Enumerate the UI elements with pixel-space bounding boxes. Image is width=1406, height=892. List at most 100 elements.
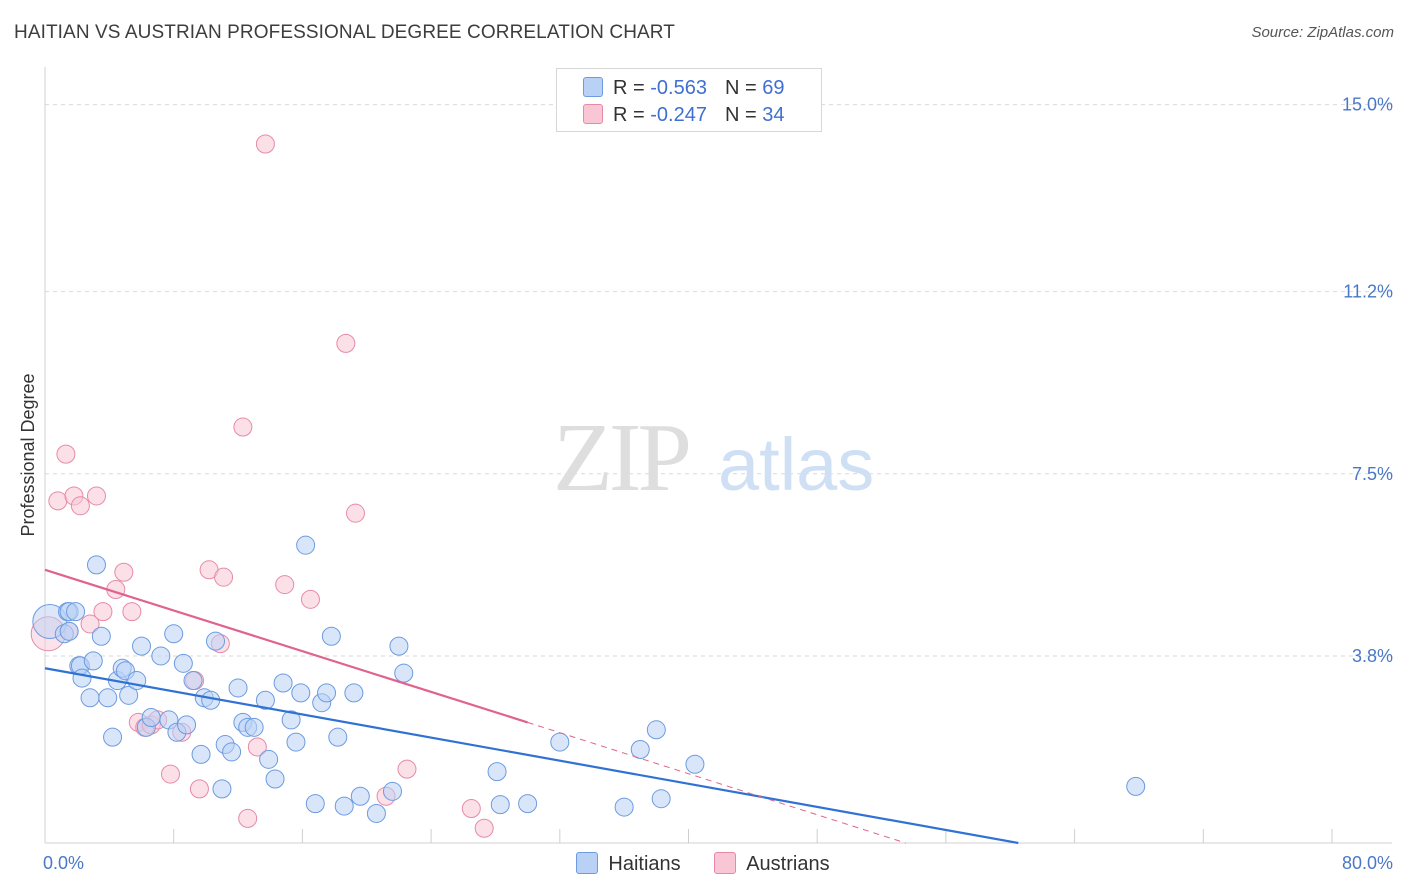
austrians-point <box>345 503 365 523</box>
haitians-point <box>66 602 86 622</box>
austrians-point <box>86 486 106 506</box>
austrians-point <box>48 491 68 511</box>
haitians-point <box>317 683 337 703</box>
series-legend: Haitians Austrians <box>0 852 1406 876</box>
austrians-point <box>233 417 253 437</box>
y-tick-label-2: 11.2% <box>1343 282 1393 302</box>
haitians-point <box>183 671 203 691</box>
legend-item-austrians[interactable]: Austrians <box>714 852 830 876</box>
haitians-point <box>291 683 311 703</box>
austrians-point <box>160 764 180 784</box>
haitians-point <box>305 794 325 814</box>
haitians-point <box>273 673 293 693</box>
haitians-point <box>490 795 510 815</box>
haitians-point <box>321 626 341 646</box>
austrians-legend-label: Austrians <box>746 853 830 875</box>
y-tick-label-3: 15.0% <box>1342 95 1393 115</box>
austrians-point <box>70 496 90 516</box>
haitians-trend-line <box>44 667 1019 845</box>
haitians-legend-swatch <box>576 852 599 874</box>
haitians-point <box>630 739 650 759</box>
haitians-point <box>98 688 118 708</box>
austrians-trend-extension <box>527 721 906 844</box>
haitians-point <box>296 535 316 555</box>
austrians-point <box>461 799 481 819</box>
watermark: ZIP atlas <box>553 404 874 512</box>
austrians-point <box>247 737 267 757</box>
austrians-point <box>397 759 417 779</box>
legend-item-haitians[interactable]: Haitians <box>576 852 681 876</box>
haitians-point <box>382 781 402 801</box>
haitians-point <box>212 779 232 799</box>
haitians-point <box>132 636 152 656</box>
haitians-point <box>151 646 171 666</box>
haitians-point <box>1126 776 1146 796</box>
haitians-point <box>177 715 197 735</box>
y-tick-label-0: 3.8% <box>1352 646 1393 666</box>
haitians-point <box>119 685 139 705</box>
haitians-point <box>206 631 226 651</box>
haitians-n-value: 69 <box>762 77 785 99</box>
austrians-point <box>93 602 113 622</box>
austrians-r-value: -0.247 <box>650 104 707 126</box>
austrians-point <box>255 134 275 154</box>
haitians-point <box>518 794 538 814</box>
grid-layer <box>44 67 1392 844</box>
haitians-point <box>281 710 301 730</box>
haitians-point <box>328 727 348 747</box>
haitians-point <box>173 653 193 673</box>
haitians-point <box>164 624 184 644</box>
haitians-point <box>259 749 279 769</box>
austrians-n-label: N = <box>724 104 763 126</box>
haitians-point <box>651 789 671 809</box>
austrians-n-value: 34 <box>762 104 785 126</box>
haitians-point <box>244 717 264 737</box>
haitians-point <box>80 688 100 708</box>
austrians-trend-line <box>44 568 528 724</box>
austrians-point <box>189 779 209 799</box>
haitians-point <box>265 769 285 789</box>
haitians-legend-label: Haitians <box>608 853 681 875</box>
austrians-r-label: R = <box>613 104 651 126</box>
haitians-point <box>83 651 103 671</box>
haitians-point <box>366 803 386 823</box>
chart-title: HAITIAN VS AUSTRIAN PROFESSIONAL DEGREE … <box>14 22 675 43</box>
haitians-point <box>141 707 161 727</box>
haitians-point <box>255 690 275 710</box>
haitians-point <box>614 797 634 817</box>
trend-lines <box>44 568 1019 845</box>
haitians-point <box>103 727 123 747</box>
haitians-point <box>389 636 409 656</box>
y-tick-label-1: 7.5% <box>1352 464 1393 484</box>
austrians-point <box>238 808 258 828</box>
watermark-zip: ZIP <box>553 404 688 512</box>
y-axis-title: Professional Degree <box>18 373 38 536</box>
haitians-point <box>222 742 242 762</box>
haitians-point <box>91 626 111 646</box>
watermark-atlas: atlas <box>718 423 874 506</box>
austrians-point <box>214 567 234 587</box>
haitians-point <box>86 555 106 575</box>
haitians-point <box>550 732 570 752</box>
austrians-point <box>275 575 295 595</box>
correlation-legend: R = -0.563 N = 69 R = -0.247 N = 34 <box>556 68 822 132</box>
austrians-point <box>336 333 356 353</box>
austrians-swatch <box>583 104 603 124</box>
haitians-point <box>191 744 211 764</box>
legend-row-haitians: R = -0.563 N = 69 <box>583 77 784 99</box>
x-tick-label-min: 0.0% <box>43 853 84 873</box>
x-tick-label-max: 80.0% <box>1342 853 1393 873</box>
haitians-point <box>487 762 507 782</box>
legend-row-austrians: R = -0.247 N = 34 <box>583 104 784 126</box>
haitians-point <box>350 786 370 806</box>
austrians-point <box>114 562 134 582</box>
source-label: Source: ZipAtlas.com <box>1251 24 1394 41</box>
haitians-point <box>228 678 248 698</box>
haitians-point <box>344 683 364 703</box>
haitians-point <box>72 668 92 688</box>
haitians-point <box>59 621 79 641</box>
haitians-point <box>646 720 666 740</box>
haitians-r-label: R = <box>613 77 651 99</box>
haitians-point <box>394 663 414 683</box>
axis-labels: 3.8% 7.5% 11.2% 15.0% 0.0% 80.0% <box>43 95 1393 873</box>
